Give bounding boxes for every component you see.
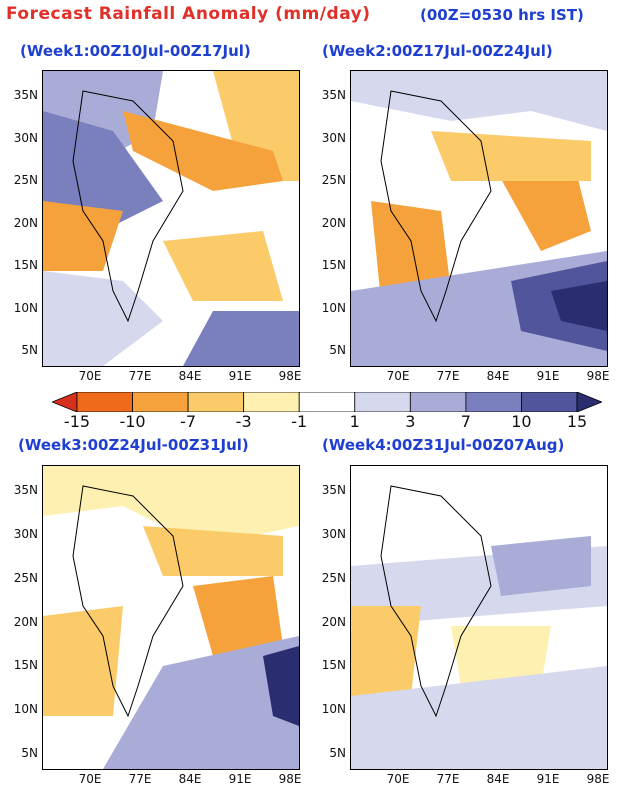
lon-label: 91E (228, 772, 252, 786)
lat-label: 35N (13, 483, 38, 497)
map-week2-svg (351, 71, 607, 366)
lat-label: 20N (321, 215, 346, 230)
lat-label: 30N (13, 526, 38, 541)
panel-title-week1: (Week1:00Z10Jul-00Z17Jul) (20, 42, 251, 60)
panel-title-week4: (Week4:00Z31Jul-00Z07Aug) (322, 436, 565, 454)
lon-label: 70E (78, 772, 102, 786)
chart-title: Forecast Rainfall Anomaly (mm/day) (6, 4, 371, 24)
colorbar-tick-label: -7 (180, 412, 197, 431)
lon-label: 70E (386, 772, 410, 786)
colorbar (52, 392, 602, 412)
lon-label: 91E (536, 369, 560, 383)
lat-label: 20N (13, 215, 38, 230)
colorbar-segment (76, 392, 133, 412)
colorbar-segment (409, 392, 467, 412)
lon-label: 77E (436, 369, 460, 383)
lon-label: 77E (128, 369, 152, 383)
lat-label: 35N (321, 483, 346, 497)
lat-label: 30N (13, 130, 38, 145)
lon-label: 98E (278, 772, 302, 786)
map-week3-svg (43, 466, 299, 769)
map-week2 (350, 70, 608, 367)
lat-label: 15N (13, 258, 38, 272)
lat-label: 20N (13, 614, 38, 629)
colorbar-segment (521, 392, 578, 412)
lon-label: 77E (436, 772, 460, 786)
map-week4 (350, 465, 608, 770)
colorbar-segment (243, 392, 300, 412)
lon-label: 98E (586, 369, 610, 383)
lon-label: 84E (486, 772, 510, 786)
lat-label: 20N (321, 614, 346, 629)
lat-label: 10N (321, 300, 346, 315)
colorbar-segment (354, 392, 411, 412)
lon-label: 70E (386, 369, 410, 383)
colorbar-tick-label: 3 (405, 412, 416, 431)
lon-label: 98E (586, 772, 610, 786)
lat-label: 5N (329, 343, 346, 357)
lat-label: 35N (13, 88, 38, 102)
lat-label: 10N (13, 702, 38, 717)
colorbar-tick-label: -3 (235, 412, 252, 431)
lat-label: 5N (329, 746, 346, 760)
lon-label: 84E (178, 369, 202, 383)
colorbar-segment (187, 392, 245, 412)
lon-label: 98E (278, 369, 302, 383)
lat-label: 10N (13, 300, 38, 315)
colorbar-tick-label: 1 (349, 412, 360, 431)
lat-label: 35N (321, 88, 346, 102)
map-week3 (42, 465, 300, 770)
colorbar-tick-label: -1 (291, 412, 308, 431)
lon-label: 91E (536, 772, 560, 786)
map-week1 (42, 70, 300, 367)
lat-label: 15N (13, 658, 38, 673)
lat-label: 5N (21, 343, 38, 357)
lon-label: 70E (78, 369, 102, 383)
lon-label: 84E (486, 369, 510, 383)
lat-label: 10N (321, 702, 346, 717)
lon-label: 91E (228, 369, 252, 383)
colorbar-segment (465, 392, 522, 412)
colorbar-tick-label: -15 (63, 412, 91, 431)
lat-label: 15N (321, 258, 346, 272)
lat-label: 30N (321, 130, 346, 145)
colorbar-segment (132, 392, 189, 412)
colorbar-segment (52, 392, 78, 412)
colorbar-segment (298, 392, 356, 412)
lon-label: 84E (178, 772, 202, 786)
lat-label: 5N (21, 746, 38, 760)
lat-label: 30N (321, 526, 346, 541)
colorbar-segment (576, 392, 602, 412)
lat-label: 15N (321, 658, 346, 673)
colorbar-tick-label: 15 (566, 412, 588, 431)
map-week4-svg (351, 466, 607, 769)
colorbar-tick-label: 10 (511, 412, 532, 431)
colorbar-tick-label: 7 (460, 412, 471, 431)
colorbar-tick-label: -10 (119, 412, 146, 431)
lat-label: 25N (321, 173, 346, 187)
map-week1-svg (43, 71, 299, 366)
lat-label: 25N (13, 173, 38, 187)
lat-label: 25N (13, 570, 38, 585)
panel-title-week2: (Week2:00Z17Jul-00Z24Jul) (322, 42, 553, 60)
panel-title-week3: (Week3:00Z24Jul-00Z31Jul) (18, 436, 249, 454)
lon-label: 77E (128, 772, 152, 786)
time-note: (00Z=0530 hrs IST) (420, 6, 584, 24)
lat-label: 25N (321, 570, 346, 585)
